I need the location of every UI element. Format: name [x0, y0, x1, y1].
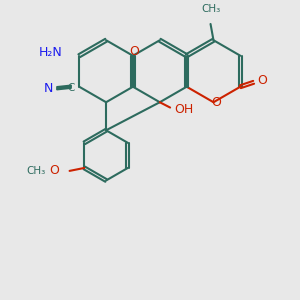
- Text: O: O: [130, 45, 139, 58]
- Text: O: O: [258, 74, 267, 87]
- Text: OH: OH: [175, 103, 194, 116]
- Text: O: O: [50, 164, 59, 177]
- Text: CH₃: CH₃: [27, 166, 46, 176]
- Text: O: O: [212, 96, 221, 109]
- Text: N: N: [43, 82, 52, 95]
- Text: CH₃: CH₃: [201, 4, 220, 14]
- Text: C: C: [68, 83, 75, 93]
- Text: H₂N: H₂N: [39, 46, 63, 59]
